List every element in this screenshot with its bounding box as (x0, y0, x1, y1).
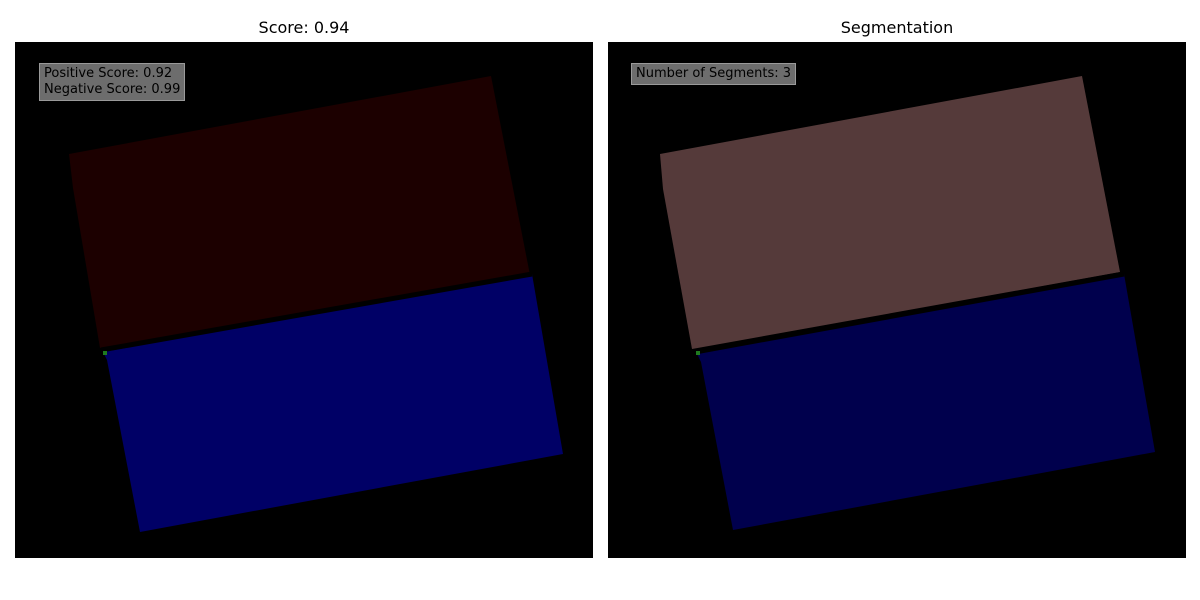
right-top-region (660, 76, 1120, 349)
left-seam (100, 271, 533, 353)
left-top-region (69, 76, 530, 348)
right-mask-svg (660, 76, 1155, 530)
left-panel-title: Score: 0.94 (258, 18, 350, 37)
left-panel-image: Positive Score: 0.92 Negative Score: 0.9… (15, 42, 593, 558)
right-segments-box: Number of Segments: 3 (631, 63, 797, 85)
segments-count-label: Number of Segments: 3 (636, 66, 792, 81)
right-panel-image: Number of Segments: 3 (608, 42, 1186, 558)
right-panel-title: Segmentation (840, 18, 954, 37)
left-score-box: Positive Score: 0.92 Negative Score: 0.9… (39, 63, 186, 101)
positive-score-label: Positive Score: 0.92 (44, 66, 173, 81)
left-mask-svg (69, 76, 563, 532)
right-bottom-region (697, 274, 1155, 530)
right-marker (696, 351, 700, 355)
left-bottom-region (103, 274, 563, 532)
right-seam (694, 271, 1125, 355)
left-marker (103, 351, 107, 355)
negative-score-label: Negative Score: 0.99 (44, 82, 181, 97)
